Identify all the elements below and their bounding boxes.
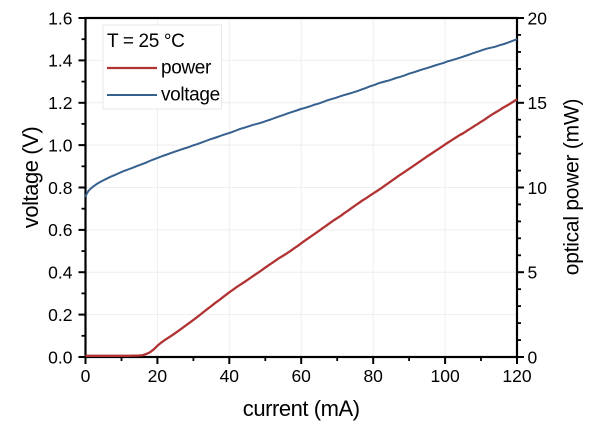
svg-text:0.4: 0.4 [48,263,73,283]
svg-text:80: 80 [363,366,383,386]
svg-text:T = 25 °C: T = 25 °C [107,31,185,52]
svg-text:1.2: 1.2 [48,93,72,113]
svg-text:20: 20 [528,8,548,28]
svg-text:0: 0 [81,366,91,386]
svg-text:0: 0 [528,347,538,367]
svg-text:60: 60 [291,366,311,386]
svg-text:optical power (mW): optical power (mW) [561,99,584,275]
svg-text:current (mA): current (mA) [243,396,360,421]
svg-text:1.0: 1.0 [48,135,73,155]
svg-text:100: 100 [430,366,459,386]
svg-text:0.0: 0.0 [48,347,73,367]
svg-text:20: 20 [148,366,168,386]
svg-text:0.8: 0.8 [48,178,72,198]
svg-text:power: power [161,58,212,79]
svg-text:40: 40 [220,366,240,386]
svg-text:voltage: voltage [161,85,220,106]
svg-text:5: 5 [528,263,538,283]
svg-text:10: 10 [528,178,548,198]
svg-text:1.4: 1.4 [48,51,73,71]
svg-text:120: 120 [502,366,531,386]
svg-text:1.6: 1.6 [48,8,72,28]
svg-text:0.2: 0.2 [48,305,72,325]
svg-text:0.6: 0.6 [48,220,72,240]
svg-text:voltage (V): voltage (V) [18,127,43,228]
svg-text:15: 15 [528,93,547,113]
